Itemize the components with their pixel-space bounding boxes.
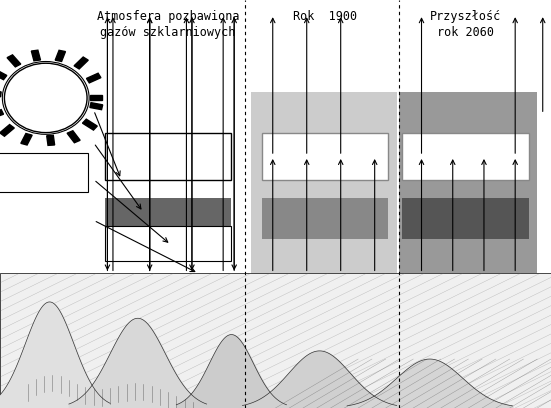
Bar bbox=[251, 92, 397, 273]
Text: CO₂ = 600ppm: CO₂ = 600ppm bbox=[420, 150, 511, 162]
FancyBboxPatch shape bbox=[262, 198, 388, 239]
FancyBboxPatch shape bbox=[262, 133, 388, 180]
Polygon shape bbox=[21, 133, 32, 145]
FancyBboxPatch shape bbox=[105, 226, 231, 261]
FancyBboxPatch shape bbox=[0, 153, 88, 192]
Polygon shape bbox=[0, 124, 14, 136]
Polygon shape bbox=[0, 91, 1, 97]
FancyBboxPatch shape bbox=[402, 133, 529, 180]
Text: Rok  1900: Rok 1900 bbox=[293, 10, 357, 23]
Polygon shape bbox=[90, 103, 102, 110]
Ellipse shape bbox=[4, 63, 87, 133]
Polygon shape bbox=[0, 69, 7, 80]
FancyBboxPatch shape bbox=[402, 198, 529, 239]
Text: Przyszłość
rok 2060: Przyszłość rok 2060 bbox=[430, 10, 501, 39]
Polygon shape bbox=[83, 119, 98, 130]
Text: T= -18°C: T= -18°C bbox=[134, 211, 202, 225]
Bar bbox=[0, 273, 551, 408]
Polygon shape bbox=[90, 95, 101, 100]
Polygon shape bbox=[0, 110, 3, 118]
Text: CO₂ = 0 ppm: CO₂ = 0 ppm bbox=[127, 150, 209, 162]
Polygon shape bbox=[31, 50, 40, 61]
Text: Atmosfera pozbawiona
gazów szklarniowych: Atmosfera pozbawiona gazów szklarniowych bbox=[97, 10, 239, 39]
FancyBboxPatch shape bbox=[105, 133, 231, 180]
Polygon shape bbox=[47, 135, 55, 145]
Polygon shape bbox=[87, 73, 101, 83]
Polygon shape bbox=[55, 50, 66, 62]
Polygon shape bbox=[7, 55, 21, 67]
Text: Promieniowanie
cieplne: Promieniowanie cieplne bbox=[121, 233, 215, 255]
Text: CO₂ = 300ppm: CO₂ = 300ppm bbox=[280, 150, 370, 162]
FancyBboxPatch shape bbox=[105, 198, 231, 239]
Text: T= 15°C: T= 15°C bbox=[296, 211, 354, 225]
Polygon shape bbox=[74, 57, 88, 69]
Text: T= 15+(2÷6)°C: T= 15+(2÷6)°C bbox=[411, 211, 520, 225]
Bar bbox=[399, 92, 537, 273]
Polygon shape bbox=[67, 131, 80, 143]
Text: Promieniowanie
słoneczne: Promieniowanie słoneczne bbox=[0, 162, 90, 183]
